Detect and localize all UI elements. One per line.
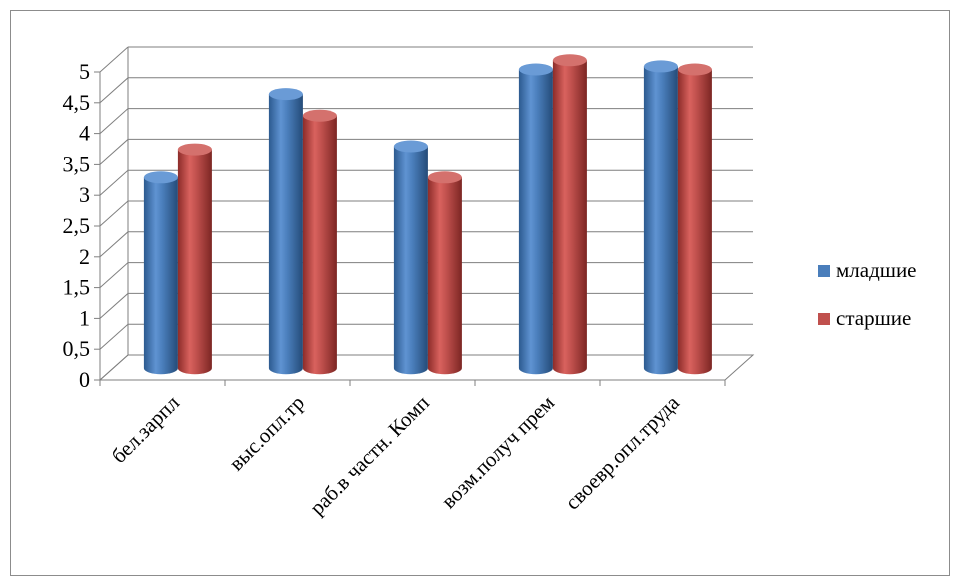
gridline-diagonal xyxy=(99,231,129,258)
bar-top xyxy=(677,63,712,76)
bar-body xyxy=(302,115,337,375)
gridline-diagonal xyxy=(99,354,129,381)
y-tick-label: 4,5 xyxy=(63,90,91,115)
gridline-diagonal xyxy=(99,200,129,227)
bar-starshie xyxy=(677,63,712,375)
gridline-diagonal xyxy=(99,46,129,73)
legend-label: младшие xyxy=(836,258,917,282)
y-tick-label: 4 xyxy=(79,121,90,146)
y-axis-tick-labels: 0 0,5 1 1,5 2 2,5 3 3,5 4 4,5 5 xyxy=(63,59,91,392)
legend-swatch xyxy=(818,313,830,325)
bar-top xyxy=(393,140,428,153)
y-tick-label: 3,5 xyxy=(63,151,91,176)
x-tick-label: своевр.опл.труда xyxy=(560,390,684,514)
bar-body xyxy=(518,69,553,375)
y-tick-label: 2 xyxy=(79,244,90,269)
bar-body xyxy=(552,60,587,375)
bar-body xyxy=(643,66,678,375)
bar-mladshie xyxy=(143,171,178,375)
y-tick-label: 0,5 xyxy=(63,336,91,361)
bar-mladshie xyxy=(393,140,428,375)
legend-label: старшие xyxy=(836,306,911,330)
bar-mladshie xyxy=(643,60,678,375)
bar-body xyxy=(268,94,303,375)
x-tick-label: возм.получ прем xyxy=(436,391,559,514)
bar-mladshie xyxy=(518,63,553,375)
bar-body xyxy=(427,177,462,375)
x-tick-label: раб.в частн. Комп xyxy=(305,391,434,520)
bar-top xyxy=(427,171,462,184)
y-tick-label: 1,5 xyxy=(63,275,91,300)
gridline-diagonal xyxy=(99,108,129,134)
bars xyxy=(143,54,712,375)
bar-starshie xyxy=(302,109,337,375)
y-tick-label: 0 xyxy=(79,367,90,392)
legend: младшие старшие xyxy=(818,258,917,330)
bar-starshie xyxy=(552,54,587,375)
bar-top xyxy=(552,54,587,67)
y-tick-label: 5 xyxy=(79,59,90,84)
bar-top xyxy=(643,60,678,73)
bar-mladshie xyxy=(268,88,303,375)
y-tick-label: 2,5 xyxy=(63,213,91,238)
gridline-diagonal xyxy=(99,169,129,196)
bar-body xyxy=(177,149,212,375)
gridline-diagonal xyxy=(99,77,129,104)
gridline-diagonal xyxy=(99,293,129,319)
gridline-diagonal xyxy=(99,323,129,350)
bar-top xyxy=(143,171,178,184)
y-tick-label: 3 xyxy=(79,182,90,207)
bar-top xyxy=(518,63,553,76)
legend-swatch xyxy=(818,265,830,277)
bar-body xyxy=(677,69,712,375)
bar-body xyxy=(393,146,428,375)
y-tick-label: 1 xyxy=(79,305,90,330)
x-tick-label: выс.опл.тр xyxy=(224,391,309,476)
bar-top xyxy=(268,88,303,101)
bar-top xyxy=(177,143,212,156)
bar-top xyxy=(302,109,337,122)
gridline-diagonal xyxy=(99,262,129,288)
bar-starshie xyxy=(177,143,212,375)
bar-body xyxy=(143,177,178,375)
x-tick-label: бел.зарпл xyxy=(107,391,184,468)
bar-starshie xyxy=(427,171,462,375)
gridline-diagonal xyxy=(99,139,129,165)
